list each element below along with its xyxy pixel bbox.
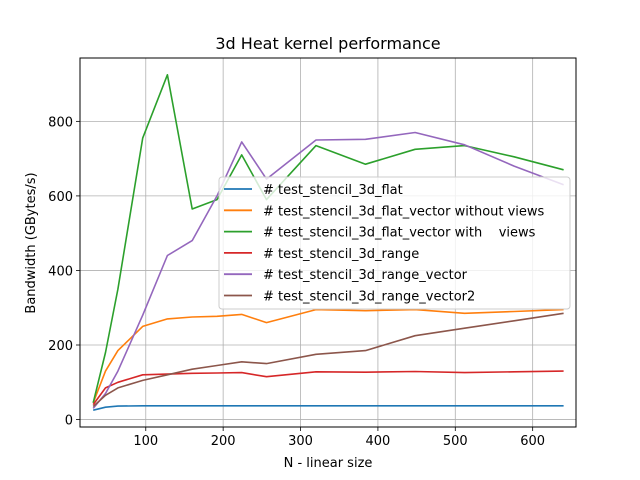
legend-entry-4: # test_stencil_3d_range <box>263 247 419 262</box>
chart-title: 3d Heat kernel performance <box>215 34 440 53</box>
legend: # test_stencil_3d_flat # test_stencil_3d_… <box>218 176 571 310</box>
x-axis-label: N - linear size <box>284 456 373 471</box>
series-line-3 <box>92 74 564 403</box>
y-tick-label: 200 <box>48 339 73 354</box>
x-tick-label: 200 <box>211 434 236 449</box>
legend-entry-5: # test_stencil_3d_range_vector <box>263 268 468 283</box>
series-line-4 <box>92 370 564 406</box>
y-tick-label: 600 <box>48 190 73 205</box>
legend-entry-2: # test_stencil_3d_flat_vector without vi… <box>263 204 545 219</box>
x-tick-label: 400 <box>365 434 390 449</box>
legend-box <box>218 176 571 310</box>
plot-frame <box>79 57 577 428</box>
x-tick-label: 600 <box>520 434 545 449</box>
y-tick-label: 800 <box>48 115 73 130</box>
x-tick-label: 300 <box>288 434 313 449</box>
series-lines <box>92 74 564 411</box>
legend-entry-1: # test_stencil_3d_flat <box>263 183 403 198</box>
series-line-2 <box>92 308 564 404</box>
y-axis-ticks: 0 200 400 600 800 <box>48 115 80 429</box>
series-line-6 <box>92 312 564 408</box>
y-tick-label: 400 <box>48 264 73 279</box>
x-tick-label: 100 <box>133 434 158 449</box>
y-axis-label: Bandwidth (GBytes/s) <box>24 172 39 313</box>
x-tick-label: 500 <box>443 434 468 449</box>
series-line-1 <box>93 404 564 411</box>
x-axis-ticks: 100 200 300 400 500 600 <box>133 427 545 449</box>
legend-entry-3: # test_stencil_3d_flat_vector with views <box>263 226 536 241</box>
legend-entry-6: # test_stencil_3d_range_vector2 <box>263 290 475 305</box>
y-tick-label: 0 <box>65 414 73 429</box>
series-line-5 <box>92 131 564 409</box>
